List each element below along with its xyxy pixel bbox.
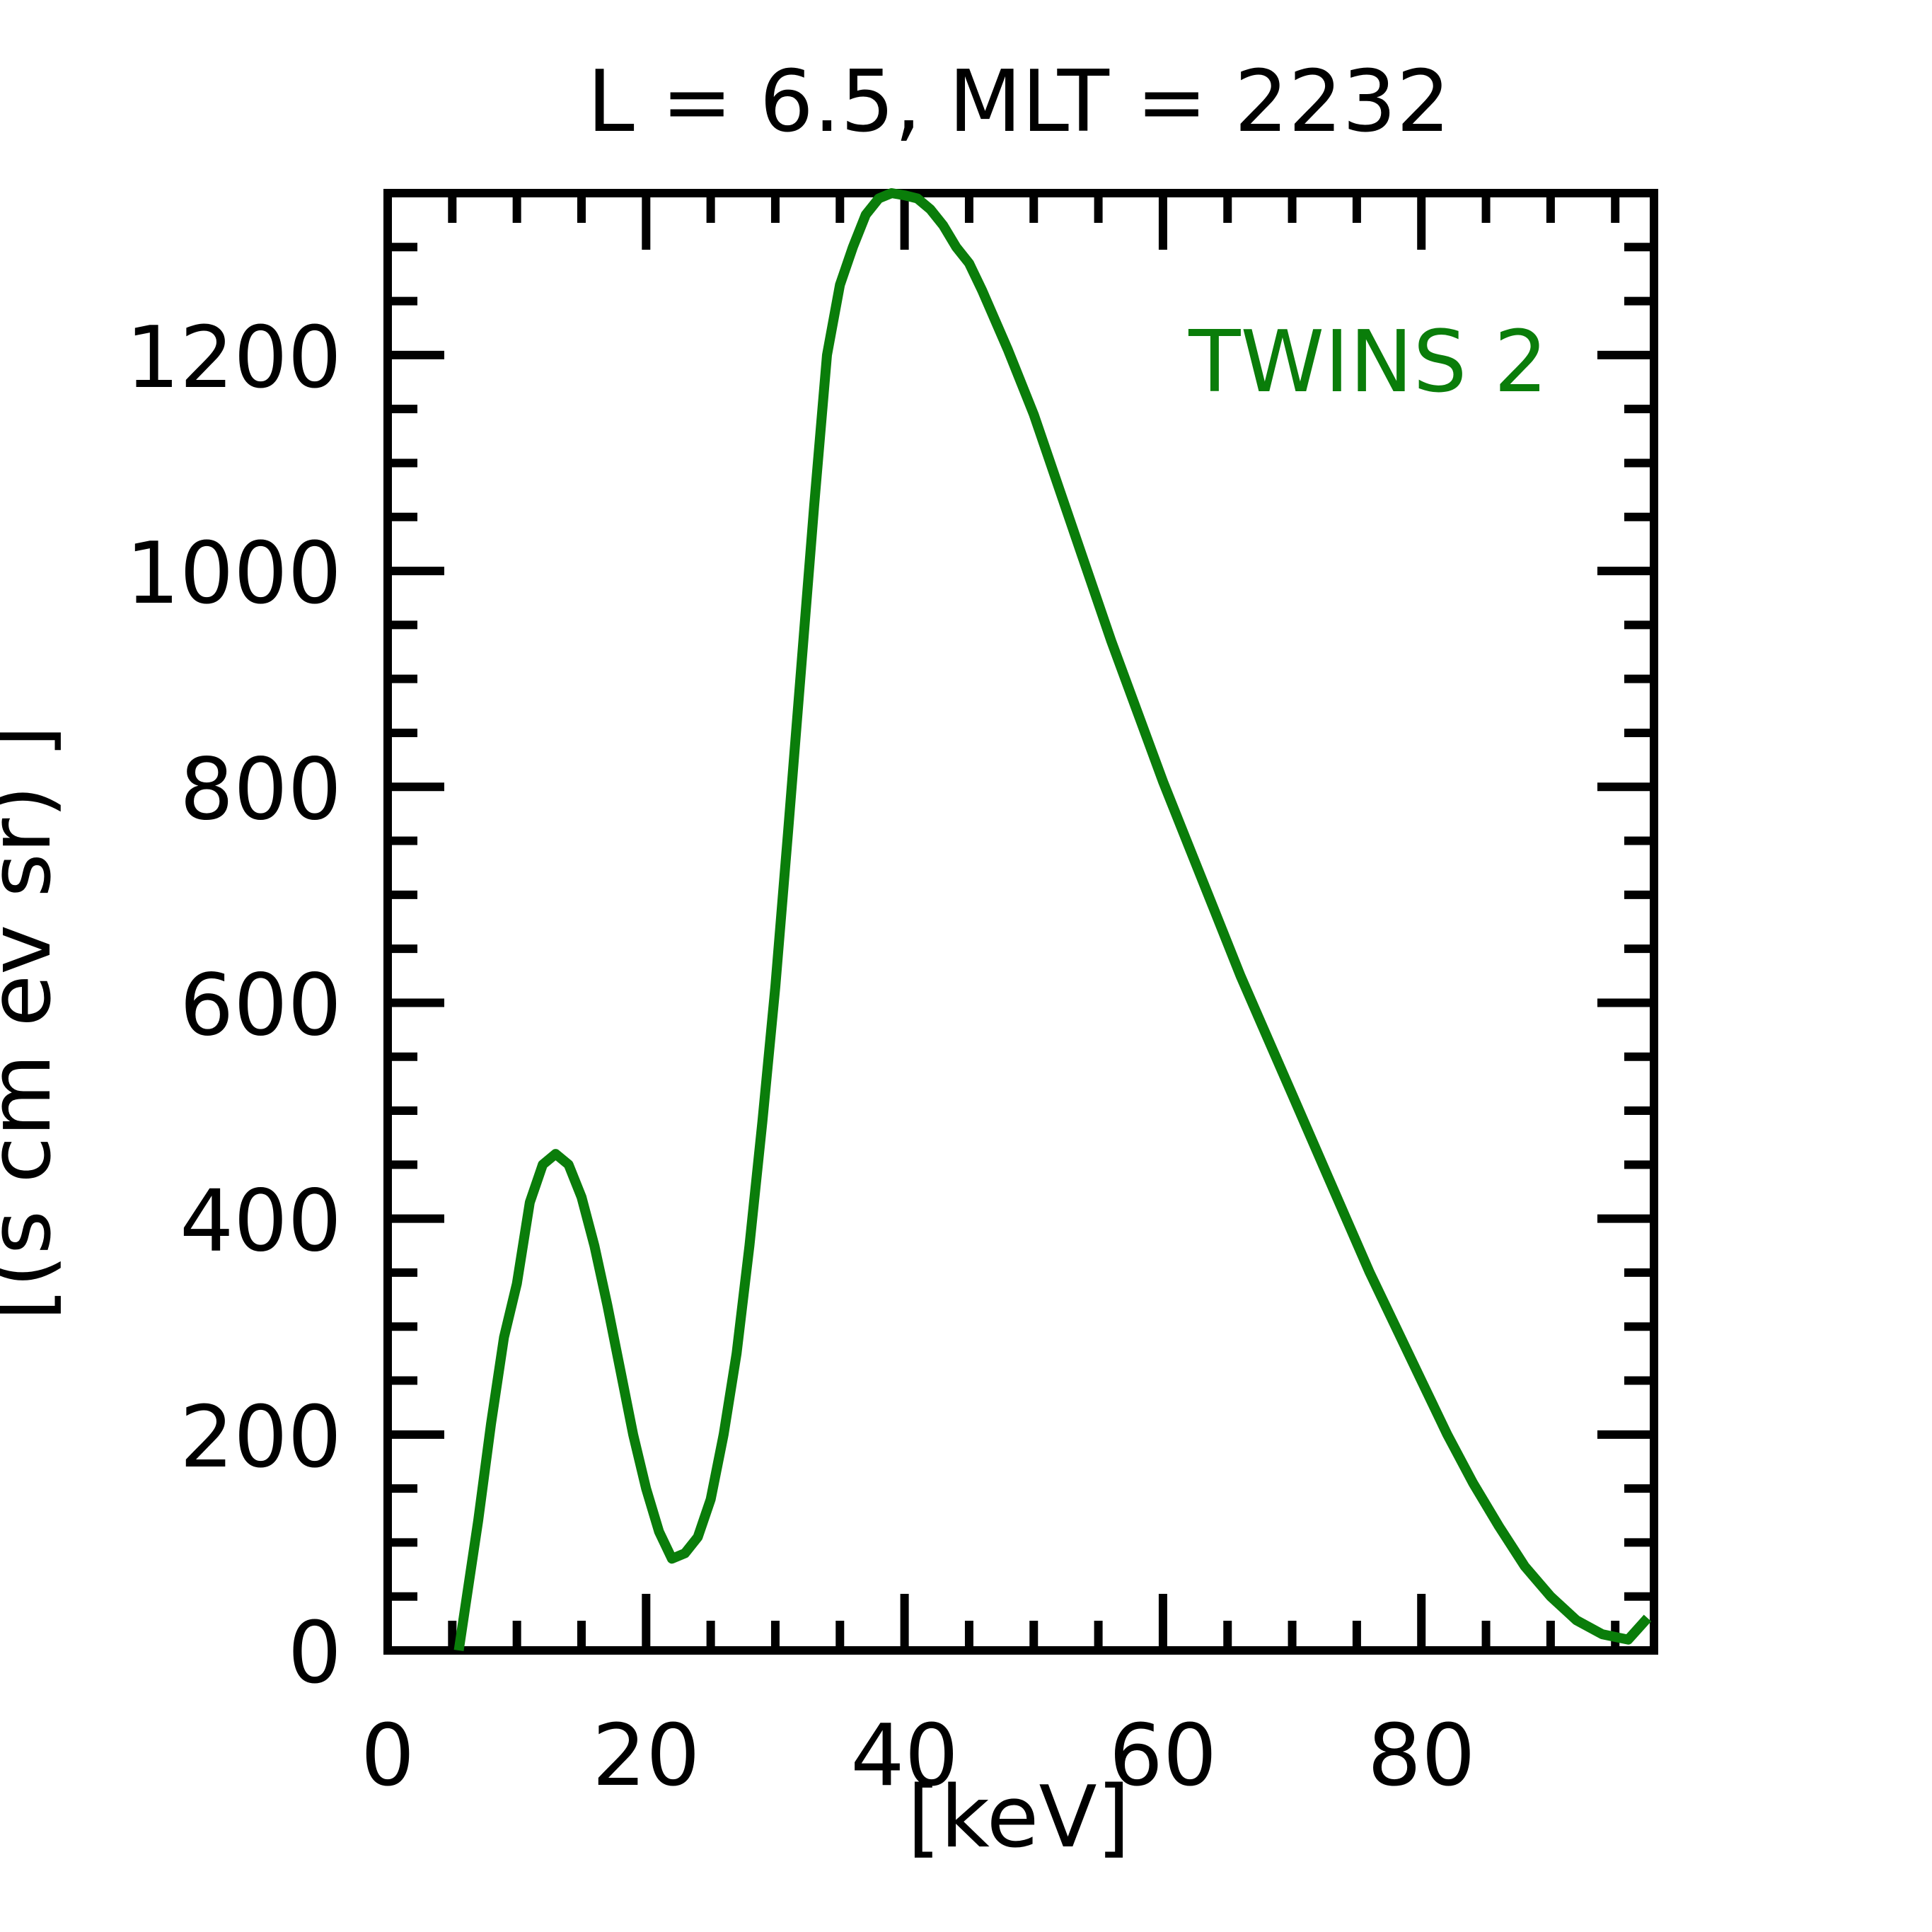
y-tick-label: 1000 [126, 525, 342, 623]
x-tick-label: 80 [1367, 1707, 1476, 1805]
x-tick-label: 40 [850, 1707, 959, 1805]
y-tick-label: 400 [180, 1173, 342, 1271]
legend-entry: TWINS 2 [1188, 313, 1548, 412]
y-tick-label: 200 [180, 1389, 342, 1487]
x-tick-label: 60 [1109, 1707, 1217, 1805]
plot-frame [383, 189, 1658, 1655]
x-tick-label: 0 [361, 1707, 415, 1805]
y-tick-label: 600 [180, 956, 342, 1055]
x-tick-label: 20 [592, 1707, 700, 1805]
series-layer [453, 188, 1652, 1652]
chart-title: L = 6.5, MLT = 2232 [587, 53, 1450, 151]
y-tick-label: 1200 [126, 309, 342, 407]
series-line-0 [453, 188, 1652, 1652]
y-tick-label: 800 [180, 741, 342, 839]
legend: TWINS 2 [1188, 313, 1548, 412]
y-axis-label: [(s cm ev sr) ] [0, 725, 70, 1321]
x-axis-label: [keV] [908, 1769, 1130, 1867]
y-tick-label: 0 [288, 1604, 342, 1703]
